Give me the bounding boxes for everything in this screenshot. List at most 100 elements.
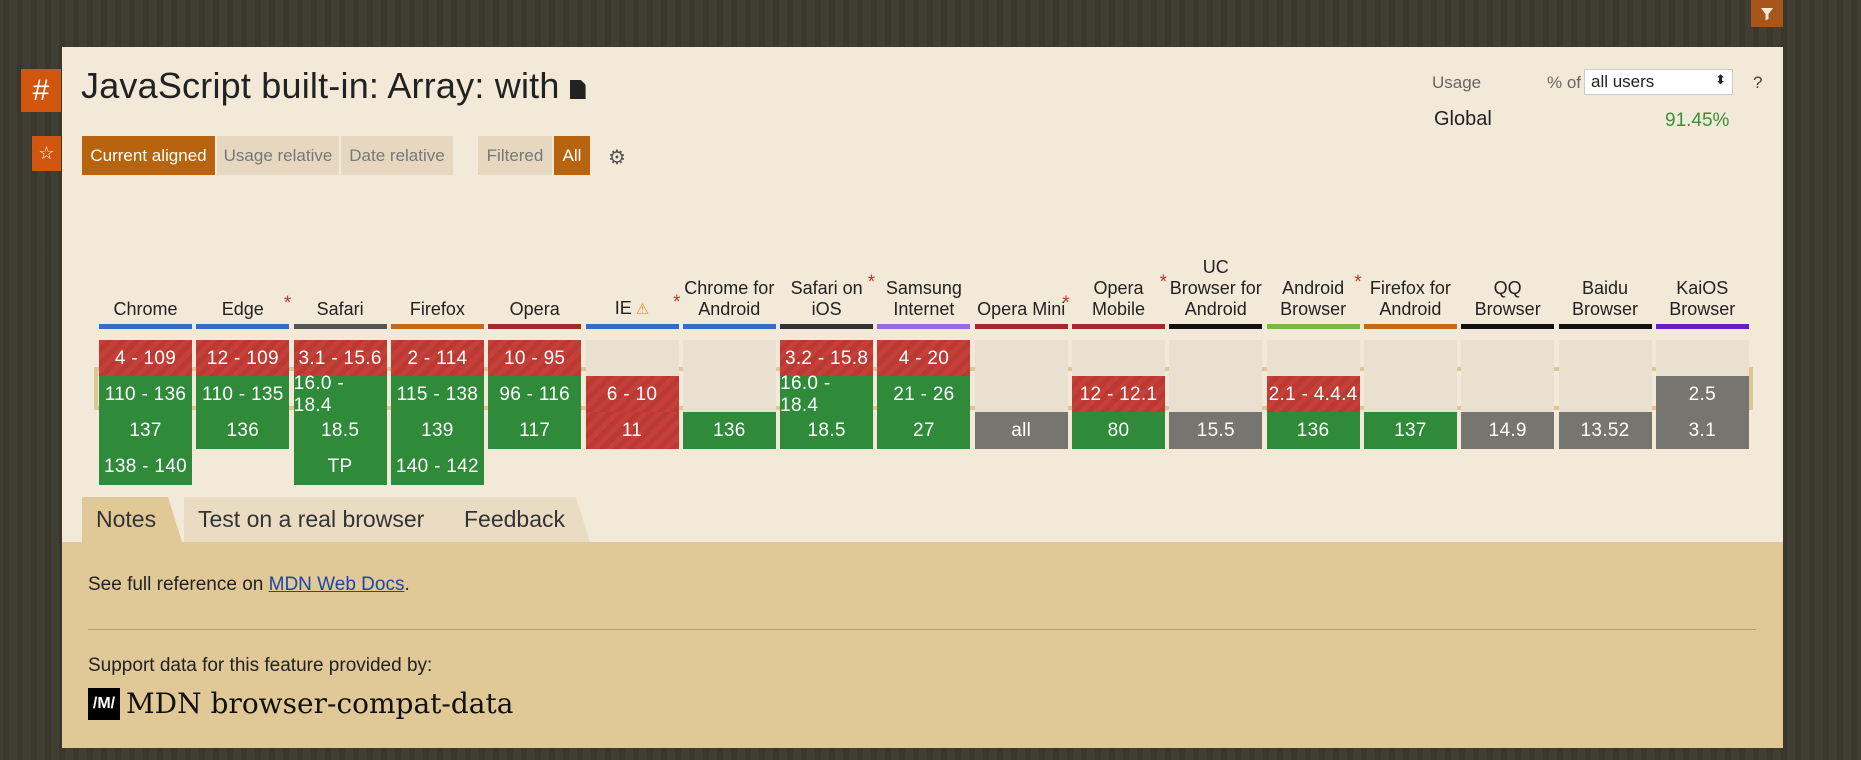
tab-feedback[interactable]: Feedback <box>450 497 590 542</box>
browser-name: Safari <box>316 299 364 319</box>
version-cell[interactable]: 6 - 10 <box>585 376 679 413</box>
version-cell[interactable]: 110 - 135 <box>196 376 290 413</box>
browser-color-bar <box>1461 324 1555 329</box>
notes-asterisk[interactable]: * <box>1159 272 1167 293</box>
version-cell[interactable]: 14.9 <box>1461 412 1555 449</box>
global-usage-value: 91.45% <box>1665 110 1730 131</box>
version-cell[interactable]: 18.5 <box>293 412 387 449</box>
all-button[interactable]: All <box>554 136 590 175</box>
browser-color-bar <box>1655 324 1749 329</box>
tab-notes[interactable]: Notes <box>82 497 182 542</box>
browser-color-bar <box>488 324 582 329</box>
version-cell[interactable]: 18.5 <box>780 412 874 449</box>
version-cell[interactable] <box>974 376 1068 413</box>
version-cell[interactable] <box>1072 340 1165 377</box>
version-cell[interactable]: 2.5 <box>1655 376 1749 413</box>
version-cell[interactable] <box>682 376 776 413</box>
date-relative-button[interactable]: Date relative <box>341 136 453 175</box>
version-cell[interactable]: 110 - 136 <box>99 376 192 413</box>
version-cell[interactable]: 12 - 109 <box>196 340 290 377</box>
browser-name: UC Browser for Android <box>1169 257 1262 319</box>
current-aligned-button[interactable]: Current aligned <box>82 136 215 175</box>
version-cell[interactable] <box>1363 340 1457 377</box>
version-cell[interactable]: TP <box>293 448 387 485</box>
version-cell[interactable] <box>974 340 1068 377</box>
notes-asterisk[interactable]: * <box>283 293 292 314</box>
browser-name: Chrome <box>113 299 178 319</box>
notes-asterisk[interactable]: * <box>673 292 681 313</box>
version-cell[interactable]: 137 <box>1363 412 1457 449</box>
version-cell[interactable]: 96 - 116 <box>488 376 582 413</box>
browser-color-bar <box>877 324 971 329</box>
usage-relative-button[interactable]: Usage relative <box>217 136 339 175</box>
version-cell[interactable]: 138 - 140 <box>99 448 192 485</box>
reference-text: See full reference on MDN Web Docs. <box>88 574 410 596</box>
version-cell[interactable] <box>682 340 776 377</box>
version-cell[interactable]: 136 <box>682 412 776 449</box>
title-text: JavaScript built-in: Array: with <box>81 65 560 106</box>
notes-asterisk[interactable]: * <box>867 272 876 293</box>
version-cell[interactable]: 136 <box>196 412 290 449</box>
version-cell[interactable] <box>1169 340 1263 377</box>
version-cell[interactable]: 4 - 109 <box>99 340 192 377</box>
anchor-link-button[interactable]: # <box>21 69 61 112</box>
browser-color-bar <box>1363 324 1457 329</box>
version-cell[interactable]: 16.0 - 18.4 <box>780 373 874 416</box>
browser-name: Baidu Browser <box>1571 278 1638 319</box>
star-icon: ☆ <box>38 143 55 163</box>
version-cell[interactable] <box>585 340 679 377</box>
version-cell[interactable]: 10 - 95 <box>488 340 582 377</box>
browser-color-bar <box>293 324 387 329</box>
filtered-button[interactable]: Filtered <box>478 136 552 175</box>
notes-asterisk[interactable]: * <box>1062 293 1070 314</box>
version-cell[interactable]: 139 <box>390 412 484 449</box>
version-cell[interactable]: 13.52 <box>1558 412 1652 449</box>
version-cell[interactable]: 115 - 138 <box>390 376 484 413</box>
document-icon[interactable] <box>569 80 586 99</box>
notes-asterisk[interactable]: * <box>1354 272 1362 293</box>
version-cell[interactable]: 3.1 <box>1655 412 1749 449</box>
browser-name: Samsung Internet <box>885 278 962 319</box>
version-cell[interactable] <box>1558 340 1652 377</box>
usage-select[interactable]: all users ⬍ <box>1584 69 1733 95</box>
browser-name: Android Browser <box>1280 278 1347 319</box>
version-cell[interactable]: 140 - 142 <box>390 448 484 485</box>
percent-of-label: % of <box>1547 73 1582 92</box>
version-cell[interactable]: 137 <box>99 412 192 449</box>
version-cell[interactable] <box>1558 376 1652 413</box>
warning-icon: ⚠ <box>635 301 650 318</box>
version-cell[interactable]: all <box>974 412 1068 449</box>
version-cell[interactable] <box>1461 340 1555 377</box>
filter-icon[interactable] <box>1751 0 1783 27</box>
version-cell[interactable]: 136 <box>1266 412 1360 449</box>
version-cell[interactable] <box>1169 376 1263 413</box>
version-cell[interactable]: 16.0 - 18.4 <box>293 373 387 416</box>
feature-card: JavaScript built-in: Array: with Usage %… <box>62 47 1783 748</box>
version-cell[interactable]: 117 <box>488 412 582 449</box>
version-cell[interactable]: 12 - 12.1 <box>1072 376 1165 413</box>
filter-icon-svg <box>1761 7 1773 20</box>
version-cell[interactable]: 21 - 26 <box>877 376 971 413</box>
mdn-compat-data-link[interactable]: /M/MDN browser-compat-data <box>88 687 513 720</box>
version-cell[interactable]: 27 <box>877 412 971 449</box>
version-cell[interactable] <box>1363 376 1457 413</box>
notes-tab-bar: Notes Test on a real browser Feedback <box>62 497 1783 542</box>
version-cell[interactable]: 3.1 - 15.6 <box>293 340 387 377</box>
gear-icon[interactable]: ⚙ <box>608 147 626 169</box>
version-cell[interactable] <box>1461 376 1555 413</box>
version-cell[interactable]: 2 - 114 <box>390 340 484 377</box>
mdn-link[interactable]: MDN Web Docs <box>268 574 405 595</box>
select-arrows-icon: ⬍ <box>1715 72 1726 87</box>
version-cell[interactable]: 80 <box>1072 412 1165 449</box>
provided-by-text: Support data for this feature provided b… <box>88 655 433 676</box>
version-cell[interactable]: 11 <box>585 412 679 449</box>
version-cell[interactable]: 3.2 - 15.8 <box>780 340 874 377</box>
version-cell[interactable]: 4 - 20 <box>877 340 971 377</box>
version-cell[interactable] <box>1266 340 1360 377</box>
favorite-button[interactable]: ☆ <box>32 136 61 171</box>
help-link[interactable]: ? <box>1753 73 1763 92</box>
version-cell[interactable]: 2.1 - 4.4.4 <box>1266 376 1360 413</box>
version-cell[interactable] <box>1655 340 1749 377</box>
version-cell[interactable]: 15.5 <box>1169 412 1263 449</box>
browser-color-bar <box>1169 324 1263 329</box>
